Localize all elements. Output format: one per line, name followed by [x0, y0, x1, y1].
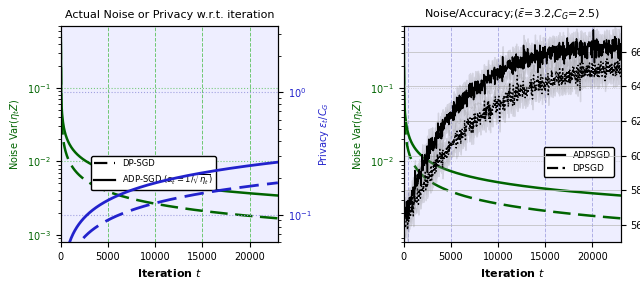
X-axis label: Iteration $t$: Iteration $t$ [479, 267, 545, 279]
Y-axis label: Noise $\mathrm{Var}(\eta_t Z)$: Noise $\mathrm{Var}(\eta_t Z)$ [351, 98, 365, 170]
Y-axis label: Privacy $\varepsilon_t/C_G$: Privacy $\varepsilon_t/C_G$ [317, 102, 331, 166]
Title: Actual Noise or Privacy w.r.t. iteration: Actual Noise or Privacy w.r.t. iteration [65, 10, 274, 20]
Legend: DP-SGD, ADP-SGD ($\alpha_t=1/\sqrt{\eta_t}$): DP-SGD, ADP-SGD ($\alpha_t=1/\sqrt{\eta_… [91, 156, 216, 190]
Title: Noise/Accuracy;($\bar{\varepsilon}$=3.2,$C_G$=2.5): Noise/Accuracy;($\bar{\varepsilon}$=3.2,… [424, 7, 600, 22]
X-axis label: Iteration $t$: Iteration $t$ [137, 267, 202, 279]
Legend: ADPSGD, DPSGD: ADPSGD, DPSGD [543, 147, 614, 177]
Y-axis label: Noise $\mathrm{Var}(\eta_t Z)$: Noise $\mathrm{Var}(\eta_t Z)$ [8, 98, 22, 170]
